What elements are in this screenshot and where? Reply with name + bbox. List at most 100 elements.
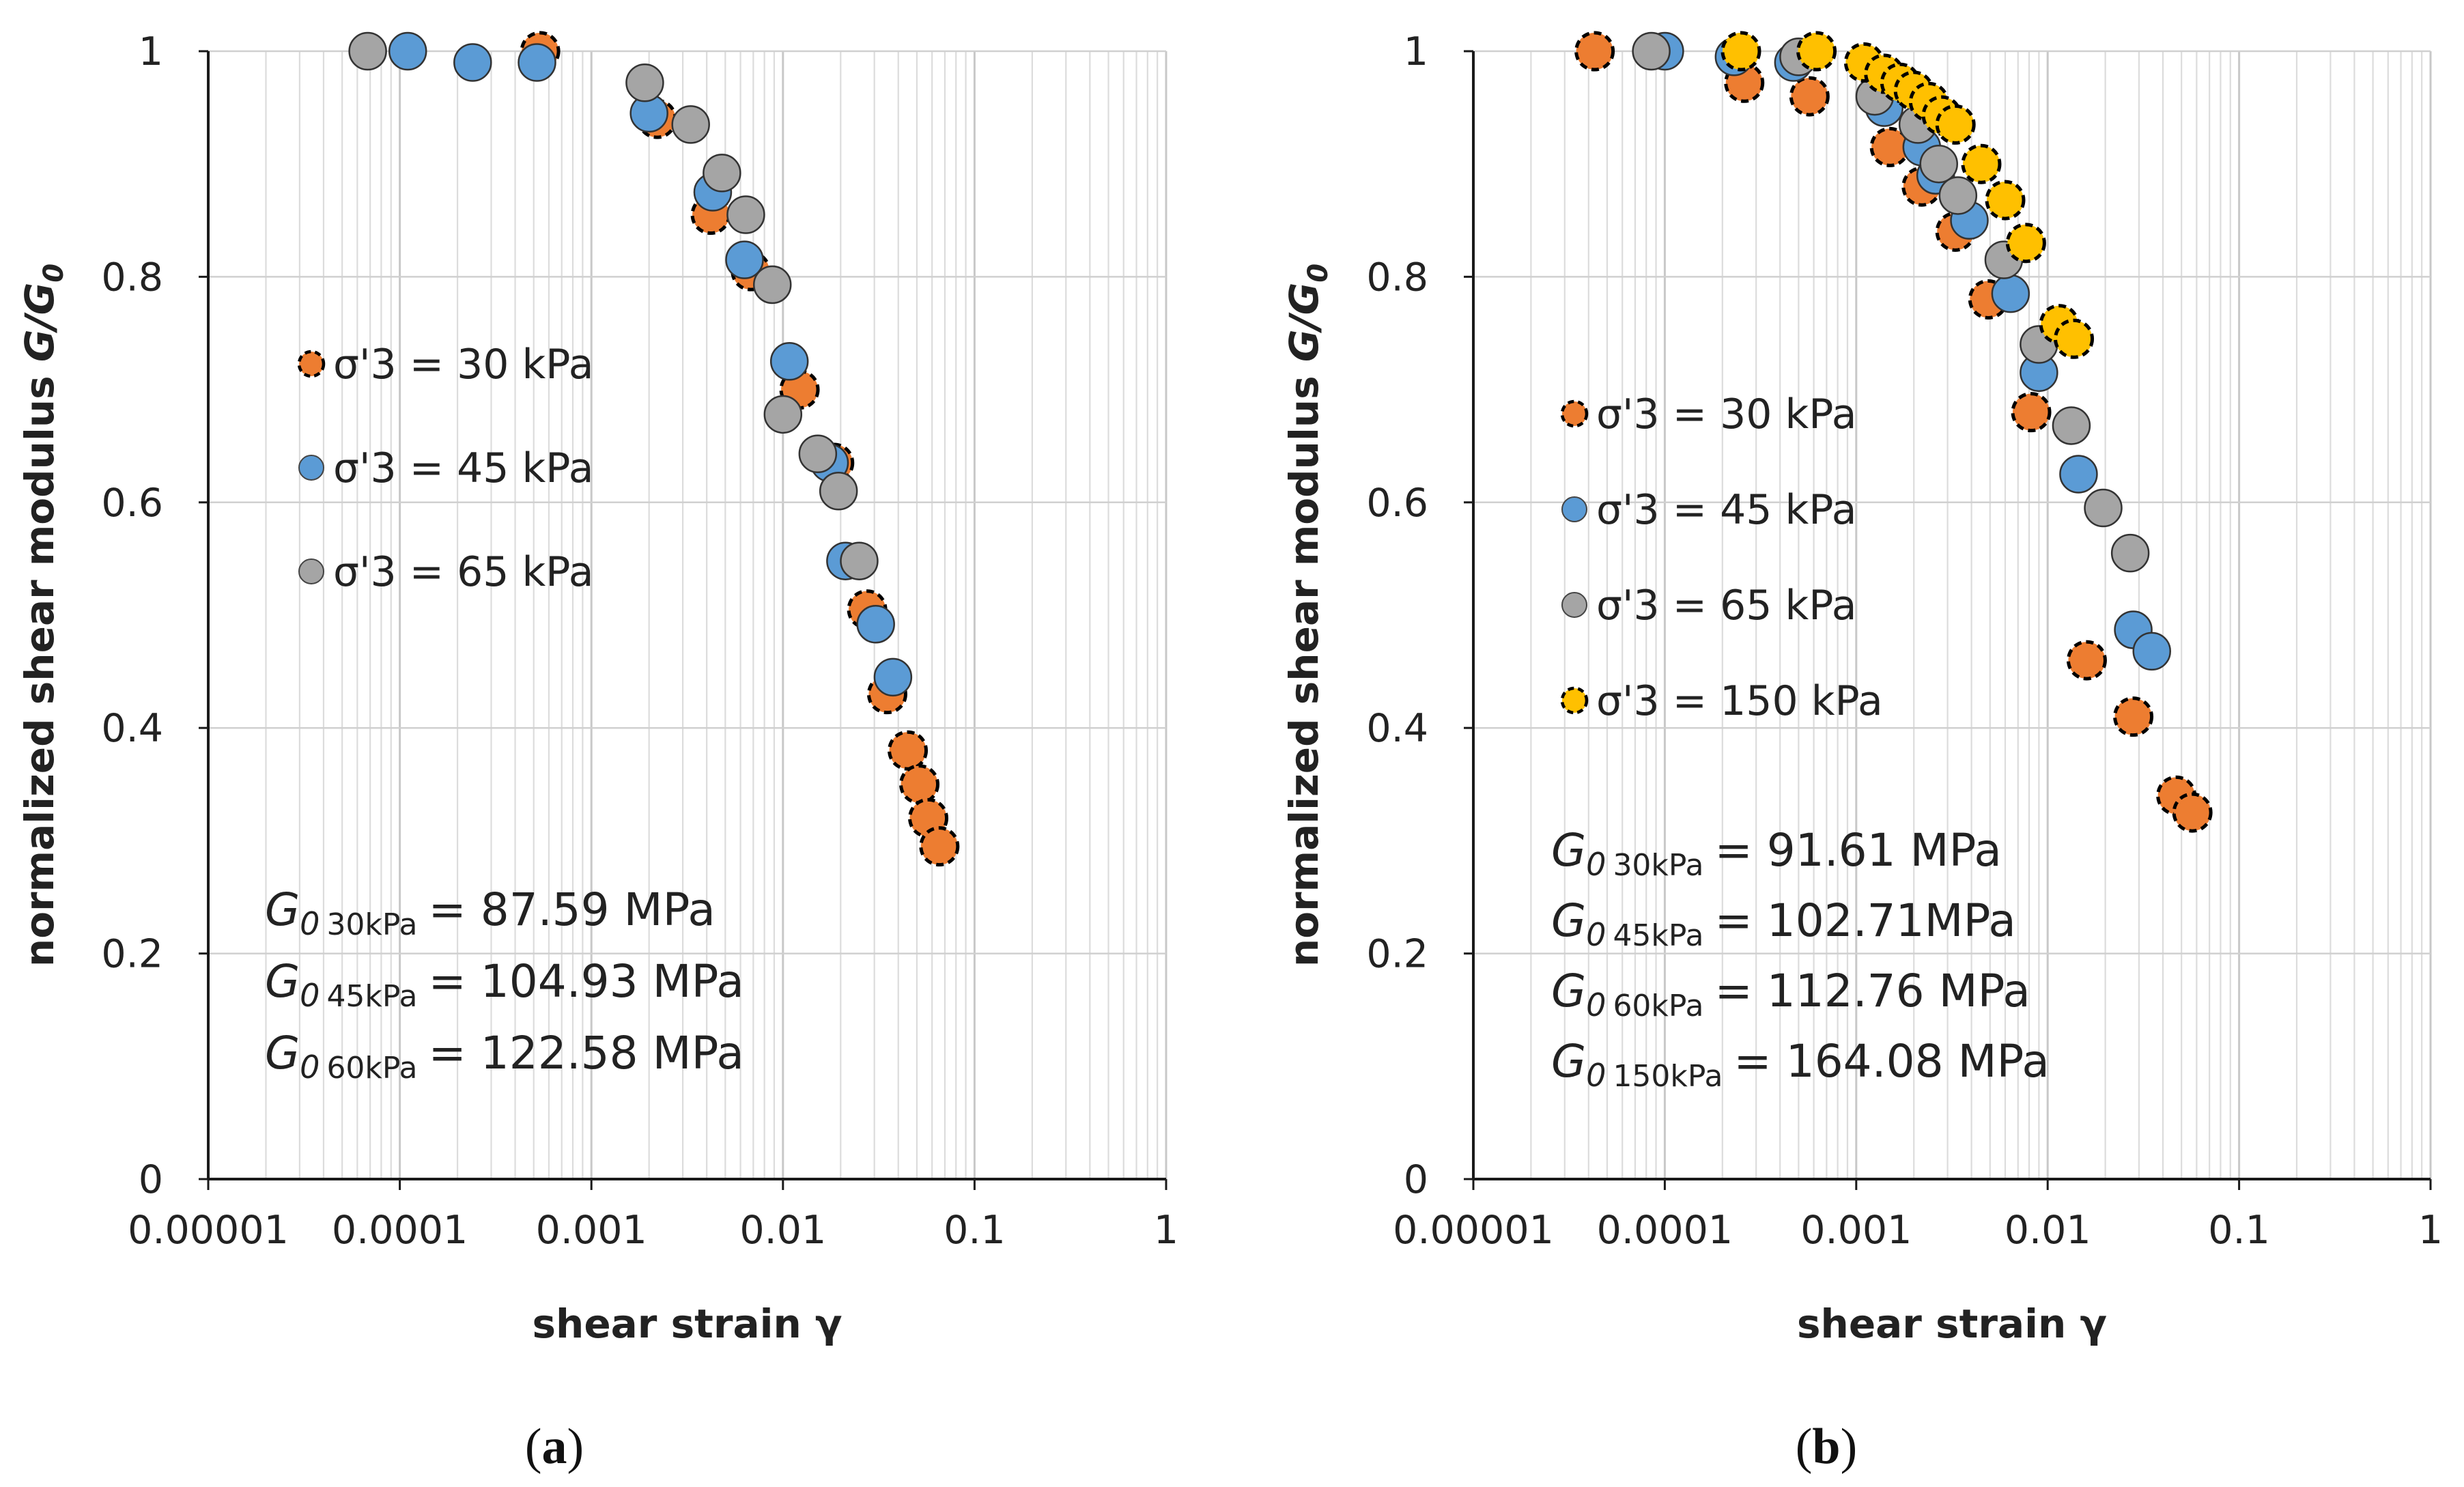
x-tick-label: 0.01	[2005, 1208, 2091, 1253]
series-3-65-kpa	[348, 31, 879, 580]
data-point	[873, 657, 913, 697]
x-tick-label: 0.00001	[1393, 1208, 1554, 1253]
panel-label: (a)	[525, 1419, 584, 1475]
data-point	[1796, 31, 1837, 72]
data-point	[1789, 76, 1830, 117]
data-points	[1574, 31, 2213, 833]
y-tick-label: 1	[1404, 29, 1428, 74]
g0-annotation: G0 30kPa = 91.61 MPa	[1551, 824, 2002, 883]
x-tick-label: 0.1	[2208, 1208, 2270, 1253]
data-point	[2052, 406, 2091, 445]
g0-annotations: G0 30kPa = 91.61 MPa G0 45kPa = 102.71MPa G0 60…	[1551, 824, 2050, 1094]
legend-marker	[1560, 686, 1589, 715]
legend-label: σ'3 = 65 kPa	[333, 548, 594, 596]
series-3-150-kpa	[1720, 31, 2095, 359]
data-points	[348, 31, 960, 867]
data-point	[856, 604, 895, 644]
data-point	[1632, 31, 1671, 71]
data-point	[2084, 488, 2123, 528]
data-point	[2132, 632, 2172, 671]
legend-marker	[298, 455, 324, 481]
legend-label: σ'3 = 30 kPa	[1596, 391, 1857, 438]
data-point	[2054, 318, 2095, 359]
data-point	[840, 541, 879, 580]
data-point	[798, 434, 838, 474]
legend-marker	[298, 558, 324, 584]
legend-label: σ'3 = 30 kPa	[333, 341, 594, 388]
y-tick-label: 0.8	[101, 255, 163, 300]
data-point	[725, 240, 764, 279]
data-point	[1961, 143, 2002, 184]
y-tick-label: 0.2	[1366, 932, 1428, 977]
panel-label: (b)	[1796, 1419, 1857, 1475]
data-point	[2110, 533, 2150, 573]
x-axis-title: shear strain γ	[533, 1301, 842, 1347]
g0-annotation: G0 45kPa = 102.71MPa	[1551, 894, 2016, 953]
data-point	[1574, 31, 1615, 72]
x-tick-label: 0.0001	[1597, 1208, 1733, 1253]
data-point	[1919, 144, 1959, 184]
y-tick-label: 0	[1404, 1157, 1428, 1202]
x-tick-label: 0.00001	[128, 1208, 289, 1253]
gridlines	[207, 50, 1167, 1180]
y-tick-label: 0.4	[1366, 706, 1428, 751]
legend-label: σ'3 = 150 kPa	[1596, 677, 1883, 725]
y-tick-label: 1	[139, 29, 163, 74]
legend-label: σ'3 = 45 kPa	[333, 444, 594, 492]
y-tick-label: 0.6	[1366, 481, 1428, 526]
data-point	[1985, 180, 2026, 221]
x-tick-label: 0.1	[944, 1208, 1006, 1253]
g0-annotation: G0 60kPa = 112.76 MPa	[1551, 965, 2030, 1023]
data-point	[2005, 223, 2046, 264]
data-point	[899, 764, 940, 805]
y-tick-label: 0.8	[1366, 255, 1428, 300]
y-axis-title: normalized shear modulus G/G0	[16, 264, 70, 967]
data-point	[388, 31, 427, 71]
x-tick-label: 1	[2418, 1208, 2443, 1253]
x-tick-label: 0.0001	[332, 1208, 468, 1253]
data-point	[703, 154, 741, 193]
data-point	[769, 342, 809, 381]
data-point	[671, 105, 710, 144]
data-point	[2059, 455, 2098, 494]
series-3-45-kpa	[388, 31, 913, 697]
g0-annotation: G0 45kPa = 104.93 MPa	[265, 955, 744, 1014]
y-tick-label: 0.4	[101, 706, 163, 751]
y-tick-label: 0.6	[101, 481, 163, 526]
legend-marker	[1561, 496, 1587, 522]
x-tick-label: 0.01	[739, 1208, 826, 1253]
data-point	[919, 826, 960, 867]
chart-panel-a: 0.00001 0.0001 0.001 0.01 0.1 1 0 0.2 0.4 0.6 0.8 1…	[16, 29, 1178, 1475]
data-point	[518, 43, 556, 82]
data-point	[348, 31, 387, 71]
data-point	[1720, 31, 1761, 72]
data-point	[819, 472, 858, 511]
legend: σ'3 = 30 kPa σ'3 = 45 kPa σ'3 = 65 kPa	[297, 341, 594, 596]
y-tick-label: 0.2	[101, 932, 163, 977]
legend-label: σ'3 = 65 kPa	[1596, 582, 1857, 629]
x-tick-label: 0.001	[536, 1208, 647, 1253]
data-point	[1991, 274, 2030, 313]
data-point	[752, 265, 792, 305]
x-tick-label: 1	[1154, 1208, 1178, 1253]
legend-marker	[297, 350, 326, 378]
g0-annotation: G0 60kPa = 122.58 MPa	[265, 1027, 744, 1086]
data-point	[2066, 640, 2107, 681]
legend: σ'3 = 30 kPa σ'3 = 45 kPa σ'3 = 65 kPa σ'3 …	[1560, 391, 1883, 725]
y-axis-title: normalized shear modulus G/G0	[1281, 264, 1334, 967]
x-axis-title: shear strain γ	[1797, 1301, 2107, 1347]
data-point	[1938, 176, 1978, 215]
x-tick-label: 0.001	[1800, 1208, 1912, 1253]
legend-marker	[1560, 399, 1589, 428]
data-point	[1935, 104, 1976, 145]
g0-annotation: G0 150kPa = 164.08 MPa	[1551, 1035, 2050, 1094]
data-point	[625, 63, 664, 102]
data-point	[726, 195, 765, 234]
data-point	[2011, 392, 2052, 433]
data-point	[2172, 792, 2213, 833]
data-point	[453, 43, 492, 82]
g0-annotation: G0 30kPa = 87.59 MPa	[265, 883, 716, 942]
data-point	[2113, 696, 2154, 737]
